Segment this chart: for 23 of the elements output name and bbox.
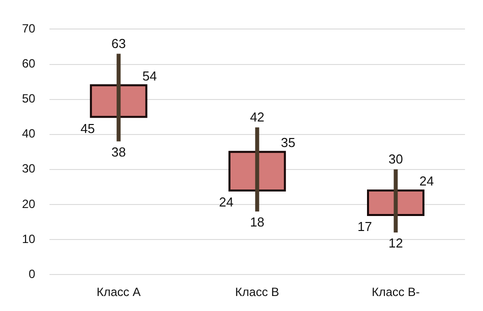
annotation: 63 [111,36,126,51]
x-tick-label: Класс В- [372,285,420,300]
annotation: 18 [250,214,264,230]
annotation: 45 [80,120,95,136]
annotation: 12 [388,236,403,251]
annotation: 24 [419,174,434,189]
y-tick-label: 40 [22,126,36,141]
annotation: 35 [280,134,296,150]
y-tick-label: 0 [28,266,36,281]
y-tick-label: 60 [22,56,36,71]
annotation: 30 [388,152,403,167]
y-tick-label: 10 [22,232,36,246]
y-tick-label: 30 [22,162,36,176]
annotation: 24 [218,194,234,210]
annotation: 54 [142,68,157,84]
x-tick-label: Класс А [96,285,141,300]
annotation: 38 [111,144,126,160]
annotation: 17 [358,219,372,234]
y-tick-label: 20 [22,196,36,211]
y-tick-label: 50 [22,92,36,106]
x-tick-label: Класс В [235,285,280,300]
y-tick-label: 70 [22,22,36,36]
annotation: 42 [250,109,264,124]
